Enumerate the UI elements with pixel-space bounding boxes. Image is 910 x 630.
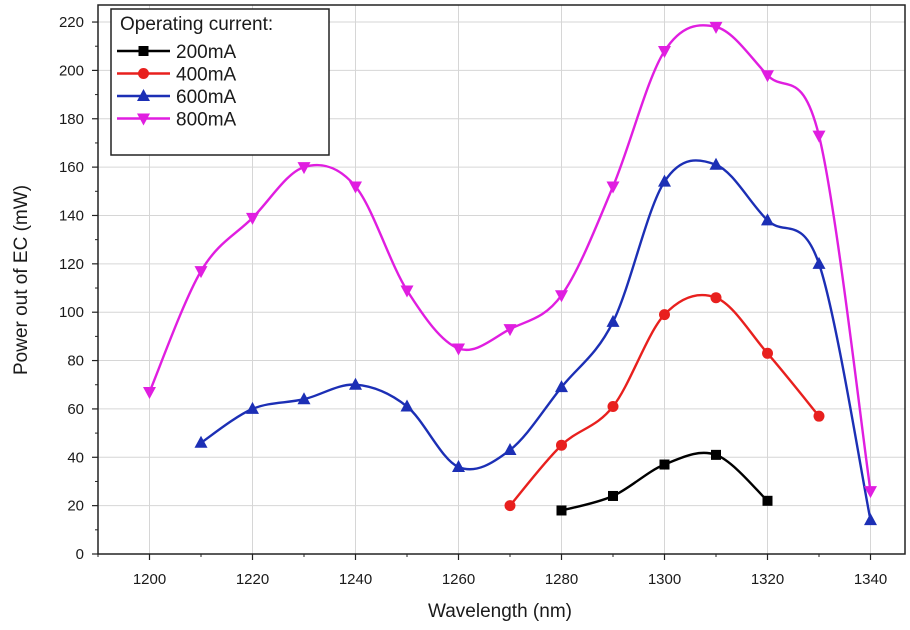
y-tick-label: 180 (59, 111, 84, 128)
x-tick-label: 1260 (442, 571, 475, 588)
data-point-800ma (194, 266, 208, 279)
legend-marker-400ma (138, 68, 149, 79)
x-axis-title: Wavelength (nm) (428, 601, 572, 622)
data-point-800ma (349, 181, 362, 194)
data-point-400ma (813, 410, 825, 422)
legend-box (110, 8, 330, 156)
data-point-600ma (503, 443, 517, 456)
y-tick-label: 20 (67, 498, 84, 515)
data-point-400ma (710, 292, 722, 304)
data-point-800ma (400, 285, 414, 298)
data-point-800ma (452, 343, 465, 356)
legend-marker-600ma (137, 89, 150, 101)
data-point-600ma (606, 314, 620, 327)
data-point-800ma (709, 21, 723, 34)
series-line-600ma (200, 159, 872, 521)
data-point-400ma (607, 401, 619, 413)
data-point-600ma (709, 157, 723, 170)
legend-label-200ma: 200mA (176, 42, 237, 63)
data-point-600ma (246, 401, 259, 414)
legend-label-800ma: 800mA (176, 110, 237, 131)
data-point-600ma (452, 459, 465, 472)
x-tick-label: 1280 (545, 571, 578, 588)
data-point-400ma (504, 500, 516, 512)
y-tick-label: 40 (67, 449, 84, 466)
data-point-200ma (659, 459, 670, 470)
data-point-800ma (246, 212, 259, 225)
data-point-600ma (555, 380, 568, 393)
y-tick-label: 160 (59, 159, 84, 176)
y-tick-label: 60 (67, 401, 84, 418)
axis-ticks: 1200 1220 1240 1260 1280 1300 1320 1340 0 20 40 60 8… (59, 14, 887, 588)
x-tick-label: 1300 (648, 571, 681, 588)
data-point-200ma (556, 505, 567, 516)
x-tick-label: 1340 (854, 571, 887, 588)
series-markers (143, 21, 877, 526)
data-point-800ma (658, 46, 671, 59)
y-tick-label: 200 (59, 62, 84, 79)
data-point-600ma (761, 213, 774, 226)
series-line-800ma (148, 24, 872, 492)
data-point-600ma (658, 174, 671, 187)
data-point-800ma (143, 386, 156, 399)
x-tick-label: 1320 (751, 571, 784, 588)
data-point-800ma (555, 290, 568, 303)
plot-frame (97, 4, 906, 555)
data-point-400ma (762, 347, 773, 359)
data-point-600ma (297, 392, 311, 405)
data-point-200ma (608, 490, 618, 501)
y-tick-label: 120 (59, 256, 84, 273)
y-tick-label: 0 (76, 546, 84, 563)
y-tick-label: 100 (59, 304, 84, 321)
data-point-800ma (503, 324, 517, 337)
data-point-800ma (864, 486, 877, 499)
data-point-800ma (297, 162, 311, 175)
x-tick-label: 1240 (339, 571, 372, 588)
data-point-600ma (194, 435, 208, 448)
data-point-800ma (761, 70, 774, 83)
data-point-600ma (400, 399, 414, 412)
data-point-200ma (762, 495, 773, 506)
legend-label-400ma: 400mA (176, 65, 237, 86)
x-tick-label: 1220 (236, 571, 269, 588)
data-point-200ma (711, 449, 721, 460)
x-tick-label: 1200 (133, 571, 166, 588)
y-tick-label: 220 (59, 14, 84, 31)
data-point-800ma (606, 181, 620, 194)
data-point-800ma (812, 130, 826, 143)
data-point-600ma (349, 377, 362, 390)
y-tick-label: 80 (67, 353, 84, 370)
y-axis-title: Power out of EC (mW) (11, 185, 32, 375)
data-point-400ma (556, 439, 567, 451)
legend-marker-200ma (138, 46, 149, 56)
data-point-600ma (812, 256, 826, 269)
legend-label-600ma: 600mA (176, 87, 237, 108)
y-tick-label: 140 (59, 207, 84, 224)
data-point-400ma (659, 309, 670, 321)
legend-marker-800ma (137, 113, 150, 126)
data-point-600ma (864, 513, 877, 526)
legend-title: Operating current: (120, 14, 273, 35)
